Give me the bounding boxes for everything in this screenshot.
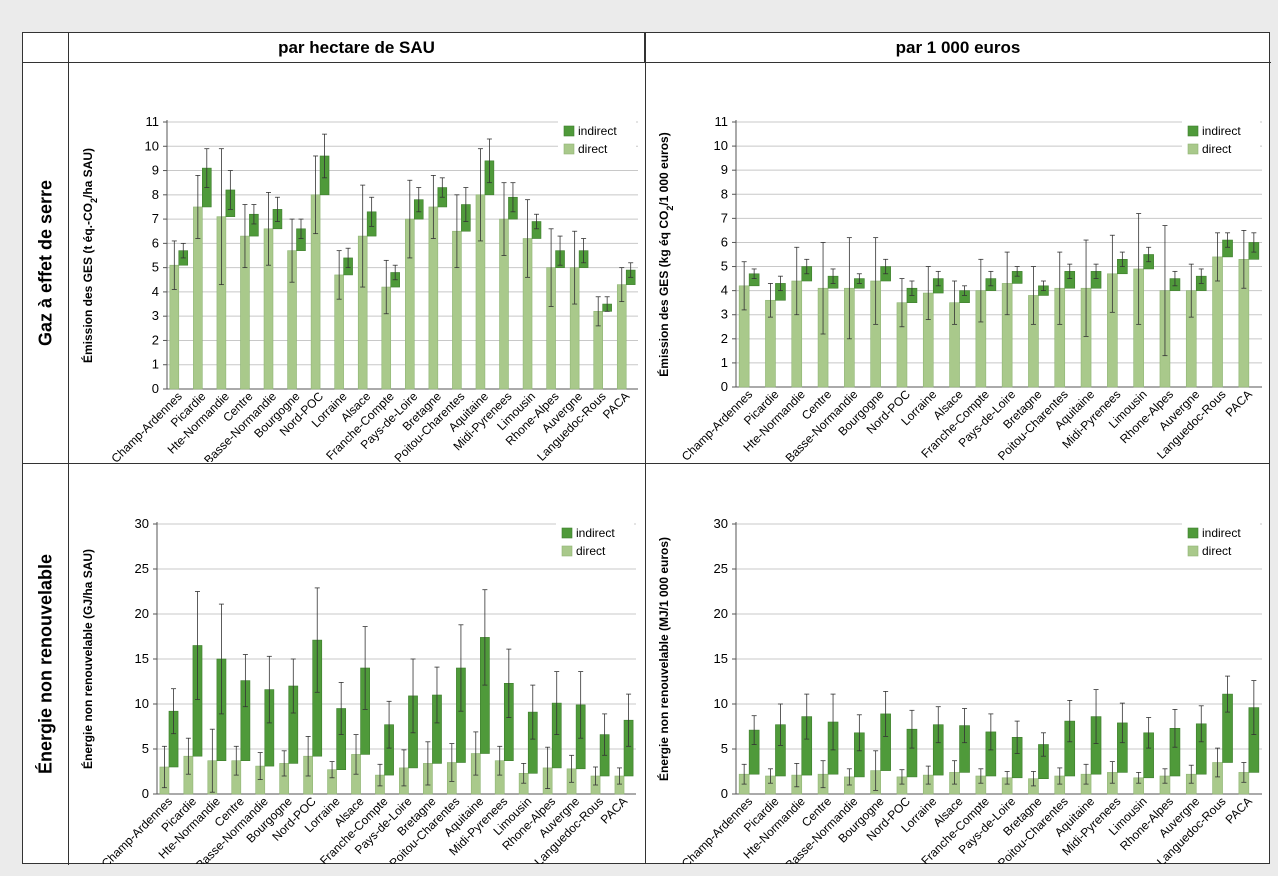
- corner-cell: [23, 33, 69, 63]
- y-tick-label: 5: [721, 741, 728, 756]
- legend-label-indirect: indirect: [1202, 526, 1241, 540]
- legend-label-indirect: indirect: [578, 124, 617, 138]
- row-label-energy: Énergie non renouvelable: [35, 553, 55, 775]
- y-tick-label: 2: [721, 331, 728, 346]
- y-tick-label: 9: [721, 162, 728, 177]
- legend-swatch-direct: [563, 143, 575, 155]
- y-tick-label: 20: [714, 606, 728, 621]
- row-label-ges-cell: Gaz à effet de serre: [23, 63, 69, 463]
- y-tick-label: 3: [721, 307, 728, 322]
- y-tick-label: 5: [142, 741, 149, 756]
- y-tick-label: 5: [721, 259, 728, 274]
- x-tick-label: PACA: [600, 389, 632, 421]
- legend-label-direct: direct: [578, 142, 608, 156]
- y-tick-label: 6: [152, 235, 159, 250]
- y-tick-label: 10: [714, 696, 728, 711]
- legend-swatch-direct: [561, 545, 573, 557]
- y-tick-label: 9: [152, 163, 159, 178]
- y-tick-label: 0: [152, 381, 159, 396]
- y-tick-label: 2: [152, 332, 159, 347]
- y-tick-label: 10: [145, 138, 159, 153]
- y-tick-label: 25: [135, 561, 149, 576]
- y-tick-label: 1: [152, 357, 159, 372]
- figure-frame: par hectare de SAU par 1 000 euros Gaz à…: [22, 32, 1271, 865]
- y-tick-label: 10: [135, 696, 149, 711]
- y-tick-label: 15: [714, 651, 728, 666]
- y-tick-label: 30: [714, 516, 728, 531]
- row-label-ges: Gaz à effet de serre: [35, 179, 55, 347]
- chart-energy-per-1000-euros: 0 5 10 15 20 25 30 Énergie non renouvelable (MJ…: [656, 516, 1262, 864]
- y-tick-label: 11: [715, 114, 729, 129]
- y-tick-label: 4: [721, 283, 728, 298]
- y-axis-label: Énergie non renouvelable (MJ/1 000 euros…: [656, 537, 671, 781]
- chart-ges-per-1000-euros: 0 1 2 3 4 5 6 7 8 9 10 11 Émission des GES (kg éq CO…: [656, 114, 1262, 462]
- column-header-per-hectare: par hectare de SAU: [69, 33, 645, 63]
- y-tick-label: 11: [146, 114, 160, 129]
- y-tick-label: 0: [721, 786, 728, 801]
- chart-ges-per-hectare: 0 1 2 3 4 5 6 7 8 9 10 11 Émission des GES (t éq.-CO…: [80, 114, 638, 462]
- y-tick-label: 7: [721, 210, 728, 225]
- y-tick-label: 6: [721, 234, 728, 249]
- legend-swatch-indirect: [1187, 527, 1199, 539]
- x-tick-label: PACA: [1223, 387, 1255, 419]
- legend-swatch-indirect: [1187, 125, 1199, 137]
- y-axis-label: Émission des GES (t éq.-CO2/ha SAU): [80, 148, 99, 363]
- legend-label-indirect: indirect: [576, 526, 615, 540]
- y-tick-label: 4: [152, 284, 159, 299]
- y-tick-label: 5: [152, 260, 159, 275]
- column-header-per-1000-euros: par 1 000 euros: [645, 33, 1271, 63]
- y-tick-label: 3: [152, 308, 159, 323]
- y-tick-label: 0: [142, 786, 149, 801]
- x-tick-label: Champ-Ardennes: [679, 387, 755, 462]
- y-tick-label: 0: [721, 379, 728, 394]
- y-tick-label: 30: [135, 516, 149, 531]
- legend-label-direct: direct: [1202, 544, 1232, 558]
- column-divider: [645, 33, 646, 863]
- x-tick-label: PACA: [598, 794, 630, 826]
- chart-energy-per-hectare: 0 5 10 15 20 25 30 Énergie non renouvelable (GJ…: [80, 516, 636, 864]
- row-label-energy-cell: Énergie non renouvelable: [23, 463, 69, 865]
- legend-swatch-direct: [1187, 545, 1199, 557]
- legend-label-direct: direct: [1202, 142, 1232, 156]
- y-tick-label: 1: [721, 355, 728, 370]
- y-tick-label: 10: [714, 138, 728, 153]
- y-tick-label: 20: [135, 606, 149, 621]
- legend-swatch-indirect: [561, 527, 573, 539]
- row-divider: [23, 463, 1269, 464]
- y-tick-label: 7: [152, 211, 159, 226]
- y-axis-label: Énergie non renouvelable (GJ/ha SAU): [80, 549, 95, 769]
- y-tick-label: 15: [135, 651, 149, 666]
- legend-swatch-direct: [1187, 143, 1199, 155]
- y-tick-label: 25: [714, 561, 728, 576]
- x-tick-label: PACA: [1223, 794, 1255, 826]
- y-axis-label: Émission des GES (kg éq CO2/1 000 euros): [656, 132, 675, 376]
- legend-label-direct: direct: [576, 544, 606, 558]
- legend-swatch-indirect: [563, 125, 575, 137]
- legend-label-indirect: indirect: [1202, 124, 1241, 138]
- y-tick-label: 8: [152, 187, 159, 202]
- y-tick-label: 8: [721, 186, 728, 201]
